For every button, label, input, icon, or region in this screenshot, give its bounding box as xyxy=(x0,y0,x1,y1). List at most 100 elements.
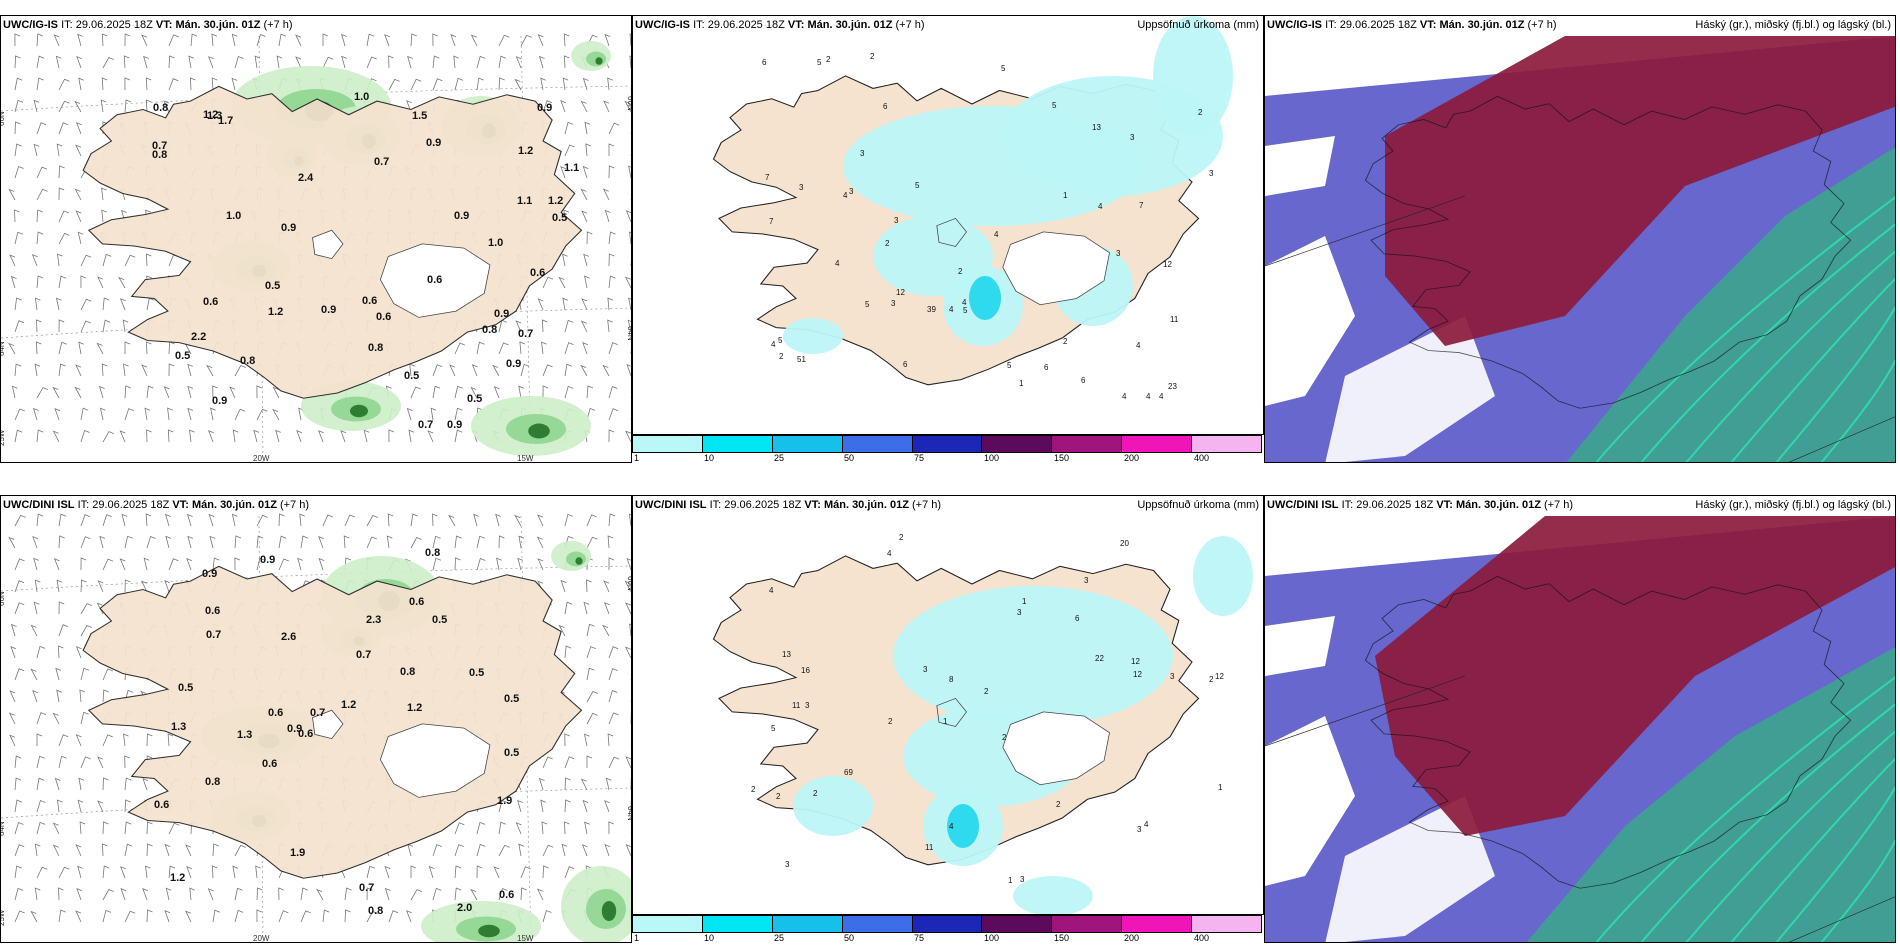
accum-value: 4 xyxy=(887,549,892,558)
accum-value: 1 xyxy=(1019,379,1024,388)
wind-barb xyxy=(101,33,108,47)
wind-barb xyxy=(542,364,553,377)
wind-barb xyxy=(57,645,64,659)
wind-barb xyxy=(206,364,214,377)
accum-value: 2 xyxy=(870,52,875,61)
wind-barb xyxy=(322,514,333,527)
colorbar-box xyxy=(982,436,1053,452)
wind-barb xyxy=(102,734,113,747)
wind-barb xyxy=(234,844,246,857)
wind-barb xyxy=(608,408,619,421)
wind-barb xyxy=(449,364,456,377)
wind-barb xyxy=(75,646,82,659)
wind-barb xyxy=(58,535,65,549)
wind-barb xyxy=(207,56,214,69)
lon-label: 25W xyxy=(1,909,6,926)
precip-area xyxy=(575,557,583,565)
wind-barb xyxy=(211,77,218,91)
lat-label: 64N xyxy=(1,821,6,836)
iceland xyxy=(1364,575,1852,889)
wind-barb xyxy=(168,822,180,835)
wind-barb xyxy=(608,253,615,267)
wind-barb xyxy=(58,78,70,91)
wind-barb xyxy=(406,407,413,421)
wind-barb xyxy=(563,55,570,69)
wind-barb xyxy=(586,623,595,637)
accum-value: 3 xyxy=(1020,875,1025,884)
wind-barb xyxy=(493,386,500,399)
accum-value: 12 xyxy=(1133,670,1142,679)
panel-wind-precip-top: UWC/IG-IS IT: 29.06.2025 18Z VT: Mán. 30… xyxy=(0,15,632,463)
wind-barb xyxy=(316,888,324,901)
cloud-edge xyxy=(1685,730,1895,942)
wind-barb xyxy=(124,408,134,421)
accum-value: 4 xyxy=(1146,392,1151,401)
accum-value: 2 xyxy=(826,55,831,64)
wind-barb xyxy=(30,668,38,681)
wind-barb xyxy=(36,387,49,399)
wind-barb xyxy=(14,55,21,69)
wind-barb xyxy=(629,623,631,637)
wind-barb xyxy=(102,865,110,879)
wind-barb xyxy=(14,514,26,527)
panel-field-label: Háský (gr.), miðský (fj.bl.) og lágský (… xyxy=(1695,499,1891,511)
wind-barb xyxy=(625,844,631,857)
wind-barb xyxy=(14,668,25,681)
wind-barb xyxy=(36,122,47,135)
wind-barb xyxy=(542,100,553,113)
wind-barb xyxy=(406,100,412,113)
wind-barb xyxy=(52,386,60,399)
wind-barb xyxy=(538,55,545,69)
wind-barb xyxy=(212,385,218,399)
wind-barb xyxy=(144,407,151,421)
accum-value: 3 xyxy=(1137,825,1142,834)
wind-barb xyxy=(586,667,595,681)
wind-barb xyxy=(58,100,70,113)
accum-value: 1 xyxy=(1022,597,1027,606)
accum-value: 3 xyxy=(1084,576,1089,585)
precip-value: 0.9 xyxy=(447,419,462,431)
clear-area xyxy=(1265,236,1355,406)
wind-barb xyxy=(75,364,82,377)
accum-value: 12 xyxy=(1215,672,1224,681)
accum-value: 3 xyxy=(1170,672,1175,681)
wind-barb xyxy=(212,843,219,857)
wind-barb xyxy=(608,756,620,769)
wind-barb xyxy=(515,822,522,835)
wind-barb xyxy=(363,429,370,443)
wind-barb xyxy=(278,33,287,47)
wind-barb xyxy=(123,55,130,69)
accum-value: 5 xyxy=(1052,101,1057,110)
precip-value: 1.2 xyxy=(341,699,356,711)
cloud-edge xyxy=(1730,277,1895,462)
wind-barb xyxy=(141,34,148,47)
precip-value: 1.2 xyxy=(268,306,283,318)
wind-barb xyxy=(564,821,570,835)
wind-barb xyxy=(586,755,593,768)
wind-barb xyxy=(564,756,575,769)
clear-area xyxy=(1265,716,1355,886)
wind-barb xyxy=(33,601,40,615)
wind-barb xyxy=(14,865,22,879)
wind-barb xyxy=(408,429,415,443)
wind-barb xyxy=(432,513,438,527)
wind-barb xyxy=(142,778,149,791)
wind-barb xyxy=(454,77,464,91)
wind-barb xyxy=(625,756,631,769)
wind-barb xyxy=(146,429,152,443)
precip-value: 0.8 xyxy=(205,776,220,788)
wind-barb xyxy=(101,77,108,91)
wind-barb xyxy=(560,165,567,179)
wind-barb xyxy=(32,407,39,421)
precip-value: 0.7 xyxy=(418,419,433,431)
precip-value: 0.5 xyxy=(552,212,567,224)
wind-barb xyxy=(540,799,546,813)
precip-value: 0.6 xyxy=(298,728,313,740)
wind-barb xyxy=(410,33,417,47)
wind-barb xyxy=(586,385,594,399)
wind-barb xyxy=(278,910,289,923)
wind-barb xyxy=(146,385,154,399)
wind-barb xyxy=(189,429,195,443)
accum-value: 2 xyxy=(1002,733,1007,742)
